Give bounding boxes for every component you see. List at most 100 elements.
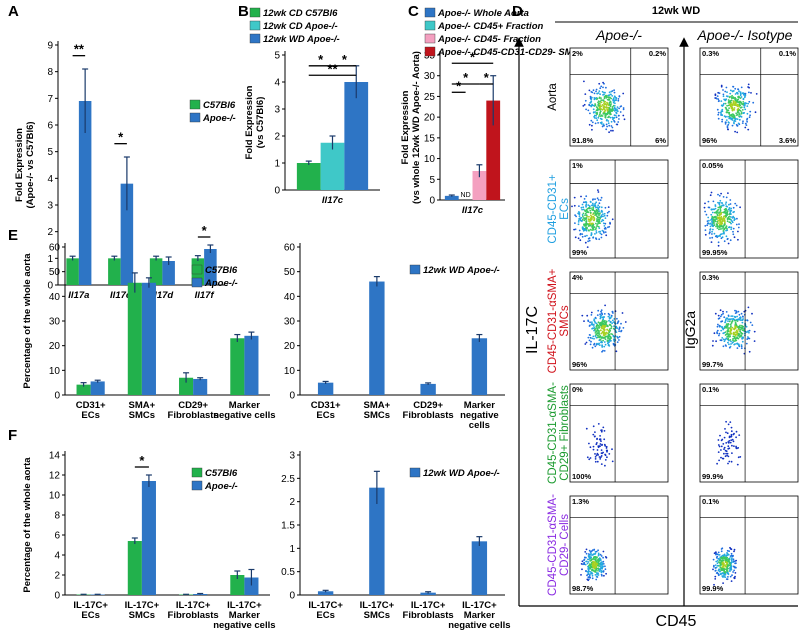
event-dot <box>730 222 732 225</box>
event-dot <box>600 455 603 457</box>
event-dot <box>727 423 730 426</box>
event-dot <box>730 226 733 229</box>
legend-swatch <box>249 33 261 44</box>
event-dot <box>600 220 603 223</box>
event-dot <box>590 91 593 93</box>
quadrant-label: 100% <box>572 472 592 481</box>
event-dot <box>597 116 600 119</box>
event-dot <box>597 554 600 557</box>
event-dot <box>719 566 722 569</box>
event-dot <box>744 108 747 111</box>
legend-label: 12wk WD Apoe-/- <box>423 468 500 479</box>
event-dot <box>737 109 740 112</box>
event-dot <box>733 315 736 318</box>
legend-label: Apoe-/- CD45+ Fraction <box>437 21 544 32</box>
event-dot <box>616 327 618 329</box>
bar <box>244 335 259 395</box>
event-dot <box>611 319 614 322</box>
event-dot <box>729 330 731 332</box>
event-dot <box>739 206 741 209</box>
event-dot <box>741 122 744 124</box>
event-dot <box>718 228 720 231</box>
event-dot <box>580 195 582 198</box>
event-dot <box>616 106 619 108</box>
event-dot <box>599 329 602 332</box>
event-dot <box>718 568 720 571</box>
event-dot <box>741 315 744 318</box>
event-dot <box>722 217 724 219</box>
event-dot <box>730 580 733 582</box>
event-dot <box>587 555 590 557</box>
event-dot <box>594 321 597 324</box>
significance-label: * <box>463 70 469 85</box>
event-dot <box>602 560 605 563</box>
quadrant-label: 4% <box>572 273 583 282</box>
event-dot <box>734 120 737 122</box>
event-dot <box>752 101 755 104</box>
flow-plot <box>569 495 669 595</box>
event-dot <box>725 450 728 453</box>
event-dot <box>736 124 739 127</box>
event-dot <box>718 554 720 556</box>
event-dot <box>608 453 611 455</box>
event-dot <box>720 111 722 114</box>
event-dot <box>587 204 590 207</box>
event-dot <box>710 208 713 211</box>
event-dot <box>598 336 601 338</box>
event-dot <box>587 567 590 570</box>
event-dot <box>599 110 602 113</box>
event-dot <box>583 80 585 83</box>
event-dot <box>598 214 600 217</box>
event-dot <box>744 126 747 129</box>
event-dot <box>607 206 610 209</box>
event-dot <box>737 343 740 346</box>
event-dot <box>593 226 596 228</box>
event-dot <box>589 457 592 459</box>
event-dot <box>588 123 591 126</box>
event-dot <box>600 336 602 338</box>
event-dot <box>602 113 605 115</box>
event-dot <box>617 99 620 102</box>
event-dot <box>581 208 583 211</box>
event-dot <box>611 218 614 221</box>
legend-label: C57Bl6 <box>205 468 238 479</box>
event-dot <box>603 93 605 96</box>
event-dot <box>586 226 588 229</box>
event-dot <box>731 342 734 344</box>
event-dot <box>720 84 723 87</box>
event-dot <box>597 343 600 346</box>
quadrant-label: 99.95% <box>702 248 728 257</box>
event-dot <box>720 329 723 332</box>
event-dot <box>599 93 601 96</box>
event-dot <box>590 234 593 237</box>
event-dot <box>592 553 594 556</box>
event-dot <box>594 332 597 334</box>
event-dot <box>585 427 588 430</box>
event-dot <box>709 225 712 228</box>
event-dot <box>590 559 593 562</box>
event-dot <box>715 340 717 343</box>
event-dot <box>730 228 733 231</box>
column-title: Apoe-/- Isotype <box>697 27 793 43</box>
event-dot <box>592 425 595 428</box>
x-tick-label: IL-17C+ Marker negative cells <box>448 600 510 631</box>
significance-label: * <box>456 78 462 93</box>
event-dot <box>732 335 735 338</box>
event-dot <box>589 112 591 115</box>
event-dot <box>717 206 720 209</box>
event-dot <box>735 310 738 313</box>
event-dot <box>732 215 734 218</box>
event-dot <box>726 569 728 572</box>
event-dot <box>608 96 611 99</box>
event-dot <box>588 207 591 210</box>
event-dot <box>599 563 602 566</box>
event-dot <box>748 350 751 353</box>
event-dot <box>742 112 745 114</box>
event-dot <box>740 312 743 315</box>
event-dot <box>712 228 714 231</box>
significance-label: * <box>202 223 208 238</box>
event-dot <box>719 225 721 228</box>
event-dot <box>723 215 725 218</box>
event-dot <box>605 86 607 89</box>
legend-label: Apoe-/- <box>202 113 236 124</box>
